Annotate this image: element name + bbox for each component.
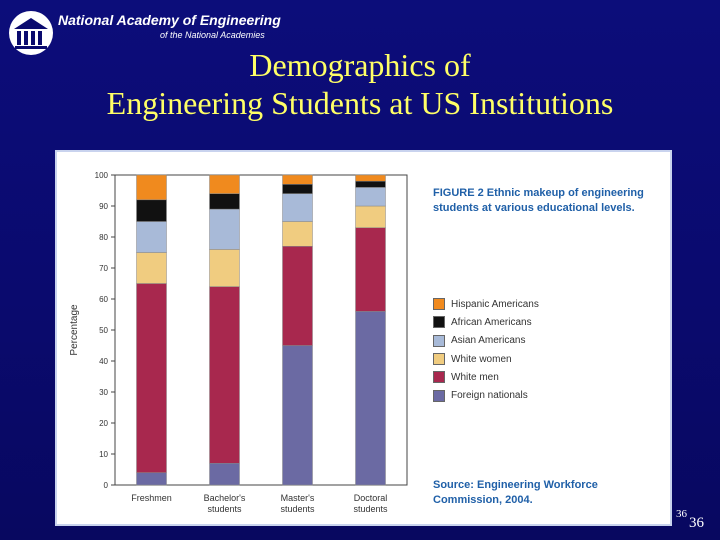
legend-swatch [433,316,445,329]
y-tick-label: 70 [99,264,108,273]
legend-item: Foreign nationals [433,386,539,404]
figure-source: Source: Engineering Workforce Commission… [433,479,598,506]
bar-segment [136,472,167,486]
title-line-1: Demographics of [249,47,471,83]
bar-segment [282,184,313,194]
y-tick-label: 20 [99,419,108,428]
y-tick-label: 100 [95,171,109,180]
legend-label: White men [451,371,499,383]
legend-item: African Americans [433,313,539,331]
x-category-label: Master's [281,493,315,503]
x-category-label: students [207,504,242,514]
legend-swatch [433,389,445,402]
y-axis-label: Percentage [69,304,80,356]
bar-segment [136,221,167,253]
bar-segment [209,286,240,464]
slide-number-small: 36 [676,508,687,520]
x-category-label: Doctoral [354,493,388,503]
bar-segment [282,246,313,346]
figure-panel: 0 10 20 30 40 50 60 70 80 90 100 Percentage Freshmen… [55,150,672,526]
y-tick-label: 60 [99,295,108,304]
org-name: National Academy of Engineering [58,12,281,28]
bar-segment [282,221,313,247]
legend-item: White men [433,368,539,386]
y-tick-label: 90 [99,202,108,211]
nae-logo-icon [9,11,53,55]
bar-segment [355,187,386,207]
x-category-label: students [280,504,315,514]
org-subtitle: of the National Academies [160,30,265,40]
legend-swatch [433,334,445,347]
legend-label: African Americans [451,316,532,328]
y-tick-label: 30 [99,388,108,397]
y-tick-label: 40 [99,357,108,366]
slide-title: Demographics of Engineering Students at … [0,46,720,122]
title-line-2: Engineering Students at US Institutions [106,85,614,121]
bar-segment [282,174,313,185]
legend-label: White women [451,353,512,365]
legend-swatch [433,353,445,366]
slide-number: 36 [689,515,704,531]
bar-segment [355,174,386,182]
bar-segment [136,252,167,284]
legend-label: Hispanic Americans [451,298,539,310]
legend-label: Asian Americans [451,335,526,347]
bar-segment [209,463,240,486]
y-tick-label: 0 [104,481,109,490]
bar-segment [209,193,240,210]
bar-segment [136,283,167,473]
bar-segment [282,345,313,486]
bar-segment [282,193,313,222]
bar-segment [355,205,386,228]
x-category-label: Bachelor's [204,493,246,503]
bar-segment [355,227,386,312]
legend-swatch [433,371,445,384]
legend-swatch [433,298,445,311]
figure-caption: FIGURE 2 Ethnic makeup of engineering st… [433,187,644,214]
y-tick-label: 10 [99,450,108,459]
bar-segment [209,174,240,194]
x-category-label: Freshmen [131,493,172,503]
bar-segment [355,180,386,188]
chart-legend: Hispanic Americans African Americans Asian… [433,295,539,405]
legend-item: White women [433,350,539,368]
legend-label: Foreign nationals [451,390,528,402]
bar-segment [355,311,386,486]
stacked-bar-chart: 0 10 20 30 40 50 60 70 80 90 100 Percentage Freshmen… [69,171,408,514]
bar-segment [209,249,240,287]
legend-item: Hispanic Americans [433,295,539,313]
legend-item: Asian Americans [433,332,539,350]
bar-segment [136,199,167,222]
bar-segment [209,208,240,250]
y-tick-label: 50 [99,326,108,335]
y-tick-label: 80 [99,233,108,242]
x-category-label: students [353,504,388,514]
bar-segment [136,174,167,201]
